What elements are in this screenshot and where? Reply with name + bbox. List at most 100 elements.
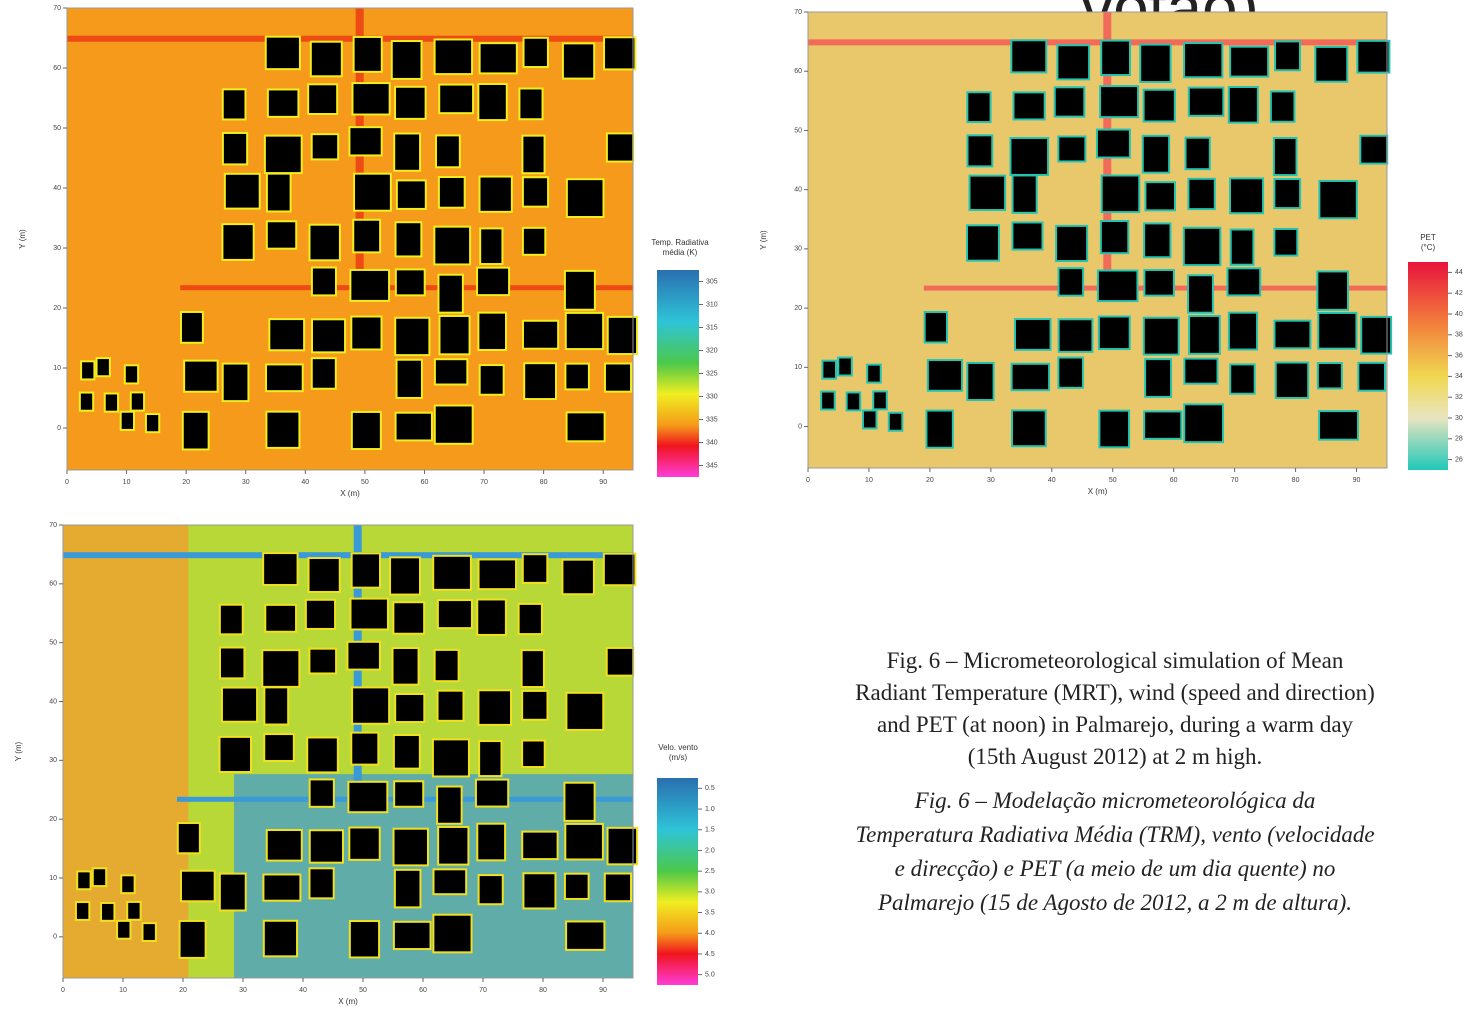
- building: [1185, 405, 1222, 441]
- building: [224, 134, 246, 163]
- building: [128, 903, 139, 919]
- building: [439, 828, 467, 864]
- building: [132, 393, 143, 409]
- building: [353, 554, 379, 586]
- building: [525, 39, 547, 66]
- x-tick-label: 90: [599, 479, 607, 486]
- building: [1320, 412, 1357, 439]
- building: [439, 601, 471, 627]
- building: [350, 128, 380, 154]
- x-tick-label: 40: [301, 479, 309, 486]
- building: [1103, 176, 1139, 211]
- building: [435, 228, 469, 264]
- x-tick-label: 40: [1048, 477, 1056, 484]
- y-tick-label: 0: [53, 934, 57, 941]
- building: [1275, 230, 1296, 255]
- building: [520, 89, 541, 118]
- building: [968, 136, 991, 165]
- building: [391, 558, 419, 593]
- building: [565, 784, 593, 820]
- building: [350, 828, 378, 858]
- building: [122, 413, 133, 429]
- colorbar-tick-label: 4.5: [705, 951, 715, 958]
- y-tick-label: 50: [53, 125, 61, 132]
- building: [224, 90, 245, 118]
- building: [1185, 360, 1216, 383]
- building: [1318, 272, 1347, 308]
- building: [438, 788, 461, 823]
- building: [434, 740, 468, 775]
- building: [481, 178, 511, 211]
- building: [396, 871, 420, 907]
- building: [608, 649, 633, 675]
- x-tick-label: 80: [540, 479, 548, 486]
- building: [1319, 314, 1355, 348]
- building: [311, 780, 333, 805]
- y-axis-label: Y (m): [18, 229, 27, 249]
- building: [520, 605, 541, 633]
- colorbar-tick-label: 1.0: [705, 806, 715, 813]
- building: [440, 86, 472, 113]
- building: [265, 922, 296, 956]
- building: [395, 134, 419, 169]
- building: [1013, 365, 1049, 389]
- building: [439, 692, 463, 720]
- y-tick-label: 0: [798, 423, 802, 430]
- building: [263, 651, 298, 686]
- building: [1144, 137, 1168, 172]
- building: [1102, 42, 1129, 74]
- y-tick-label: 70: [49, 522, 57, 529]
- y-tick-label: 40: [53, 185, 61, 192]
- building: [524, 178, 547, 205]
- building: [267, 413, 298, 447]
- building: [353, 688, 388, 722]
- y-tick-label: 30: [53, 245, 61, 252]
- y-tick-label: 60: [53, 65, 61, 72]
- colorbar-tick-label: 3.5: [705, 909, 715, 916]
- building: [1146, 360, 1170, 396]
- building: [927, 412, 951, 447]
- building: [1102, 222, 1127, 252]
- building: [839, 359, 851, 375]
- x-tick-label: 60: [1170, 477, 1178, 484]
- building: [394, 603, 423, 633]
- caption-portuguese: Fig. 6 – Modelação micrometeorológica da: [914, 788, 1316, 813]
- building: [1060, 320, 1092, 351]
- building: [479, 691, 510, 724]
- y-tick-label: 30: [49, 757, 57, 764]
- building: [848, 393, 860, 409]
- x-tick-label: 20: [182, 479, 190, 486]
- building: [1190, 317, 1219, 353]
- map-background: [67, 8, 633, 470]
- colorbar-title: PET: [1420, 233, 1436, 242]
- building: [1359, 364, 1384, 390]
- building: [823, 362, 835, 378]
- building: [397, 270, 424, 294]
- caption-portuguese: e direcção) e PET (a meio de um dia quen…: [895, 856, 1336, 881]
- colorbar-tick-label: 5.0: [705, 971, 715, 978]
- building: [393, 42, 421, 78]
- building: [267, 38, 299, 68]
- y-tick-label: 10: [53, 365, 61, 372]
- building: [355, 38, 381, 71]
- building: [1099, 272, 1137, 301]
- building: [436, 651, 458, 680]
- colorbar-tick-label: 42: [1455, 290, 1463, 297]
- building: [479, 85, 505, 119]
- building: [437, 136, 459, 166]
- building: [566, 272, 594, 309]
- building: [1141, 46, 1169, 81]
- building: [351, 271, 388, 300]
- building: [874, 392, 886, 408]
- colorbar-tick-label: 335: [706, 416, 718, 423]
- x-tick-label: 0: [806, 477, 810, 484]
- building: [352, 318, 380, 349]
- colorbar-tick-label: 2.0: [705, 847, 715, 854]
- building: [480, 876, 502, 903]
- building: [398, 361, 421, 397]
- building: [523, 742, 544, 766]
- building: [523, 137, 543, 173]
- building: [434, 557, 470, 589]
- building: [523, 833, 556, 858]
- building: [890, 414, 902, 430]
